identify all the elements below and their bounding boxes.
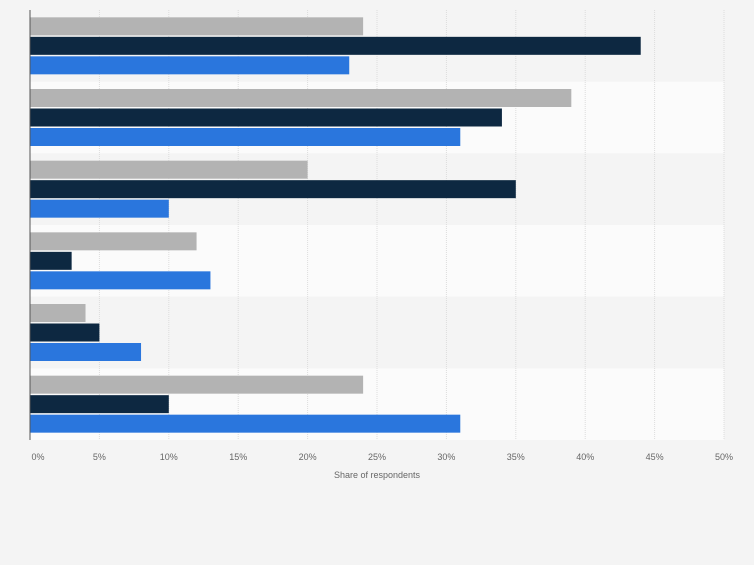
bar[interactable] [30,89,572,107]
x-tick-label: 25% [368,452,386,462]
bar[interactable] [30,323,100,342]
x-tick-label: 35% [507,452,525,462]
bar[interactable] [30,304,86,322]
x-tick-label: 40% [576,452,594,462]
bar[interactable] [30,271,211,290]
axes: 0% 5% 10% 15% 20% 25% 30% 35% 40% 45% 50% [29,10,733,462]
bar[interactable] [30,56,350,75]
x-tick-label: 45% [646,452,664,462]
x-tick-label: 5% [93,452,106,462]
x-tick-label: 50% [715,452,733,462]
bar[interactable] [30,375,364,394]
bar[interactable] [30,36,641,55]
bars [30,17,641,433]
bar[interactable] [30,251,72,270]
bar[interactable] [30,17,364,36]
x-axis-label: Share of respondents [334,470,421,480]
gridlines [98,10,725,440]
x-tick-label: 10% [160,452,178,462]
x-tick-label: 0% [31,452,44,462]
bar[interactable] [30,108,502,127]
bar[interactable] [30,232,197,251]
bar[interactable] [30,128,461,146]
bar[interactable] [30,160,308,179]
bar[interactable] [30,414,461,433]
bar[interactable] [30,343,142,361]
x-tick-label: 15% [229,452,247,462]
x-tick-label: 30% [437,452,455,462]
bar[interactable] [30,199,169,218]
bar[interactable] [30,180,516,199]
x-tick-label: 20% [299,452,317,462]
bar[interactable] [30,395,169,414]
